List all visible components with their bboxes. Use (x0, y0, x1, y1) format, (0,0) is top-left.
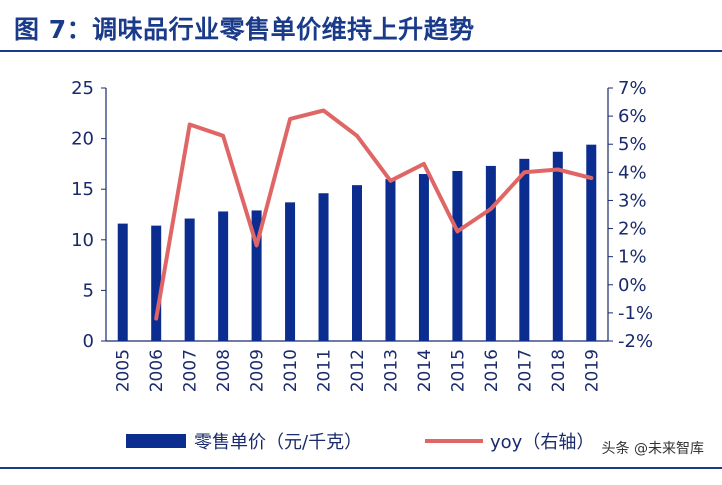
bar-2017 (519, 158, 530, 341)
bar-2016 (485, 165, 496, 341)
x-tick-label: 2013 (381, 349, 401, 392)
x-tick-label: 2017 (515, 349, 535, 392)
right-tick-label: -2% (618, 331, 653, 352)
x-tick-label: 2014 (415, 349, 435, 392)
right-tick-label: 2% (618, 219, 647, 240)
title-divider (0, 50, 722, 52)
bar-2014 (418, 174, 429, 341)
bar-series (117, 144, 597, 341)
bar-2008 (218, 211, 229, 341)
bar-2007 (184, 218, 195, 341)
x-tick-label: 2011 (315, 349, 335, 392)
legend-bar-label: 零售单价（元/千克） (194, 432, 362, 453)
right-tick-label: 5% (618, 134, 647, 155)
right-tick-label: -1% (618, 303, 653, 324)
legend-line-label: yoy（右轴） (490, 432, 594, 453)
right-tick-label: 1% (618, 247, 647, 268)
bar-2005 (117, 223, 128, 341)
bar-2006 (151, 225, 162, 341)
legend: 零售单价（元/千克） yoy（右轴） (126, 432, 594, 453)
left-tick-label: 10 (71, 230, 94, 251)
x-tick-label: 2008 (214, 349, 234, 392)
bar-2019 (586, 144, 597, 341)
bar-2013 (385, 179, 396, 341)
legend-bar-swatch (126, 434, 186, 448)
bar-2010 (285, 202, 296, 341)
x-tick-label: 2018 (549, 349, 569, 392)
right-tick-label: 4% (618, 162, 647, 183)
left-tick-label: 5 (83, 280, 94, 301)
x-tick-labels: 2005 2006 2007 2008 2009 2010 2011 2012 2013 2014… (114, 349, 603, 392)
axes: 0 5 10 15 20 25 -2% -1% 0% 1% 2% 3% 4% 5% 6% 7% (71, 78, 653, 352)
right-tick-label: 7% (618, 78, 647, 99)
bar-2018 (552, 151, 563, 341)
x-tick-label: 2012 (348, 349, 368, 392)
title-row: 图 7：调味品行业零售单价维持上升趋势 (0, 0, 722, 56)
bar-2009 (251, 210, 262, 341)
x-tick-label: 2015 (448, 349, 468, 392)
x-tick-label: 2007 (181, 349, 201, 392)
x-tick-label: 2010 (281, 349, 301, 392)
right-tick-label: 0% (618, 275, 647, 296)
left-tick-label: 25 (71, 78, 94, 99)
chart-title: 图 7：调味品行业零售单价维持上升趋势 (14, 15, 475, 44)
line-series (154, 108, 594, 321)
left-tick-label: 20 (71, 129, 94, 150)
x-tick-label: 2005 (114, 349, 134, 392)
left-tick-label: 15 (71, 179, 94, 200)
left-tick-label: 0 (83, 331, 94, 352)
watermark: 头条 @未来智库 (601, 441, 704, 457)
x-tick-label: 2009 (248, 349, 268, 392)
yoy-line (154, 108, 594, 321)
bottom-divider (0, 467, 722, 469)
x-tick-label: 2019 (582, 349, 602, 392)
bar-2012 (352, 185, 362, 341)
bar-2011 (318, 193, 329, 341)
right-tick-label: 6% (618, 106, 647, 127)
x-tick-label: 2016 (482, 349, 502, 392)
right-tick-label: 3% (618, 190, 647, 211)
x-tick-label: 2006 (147, 349, 167, 392)
bar-2015 (452, 170, 463, 341)
